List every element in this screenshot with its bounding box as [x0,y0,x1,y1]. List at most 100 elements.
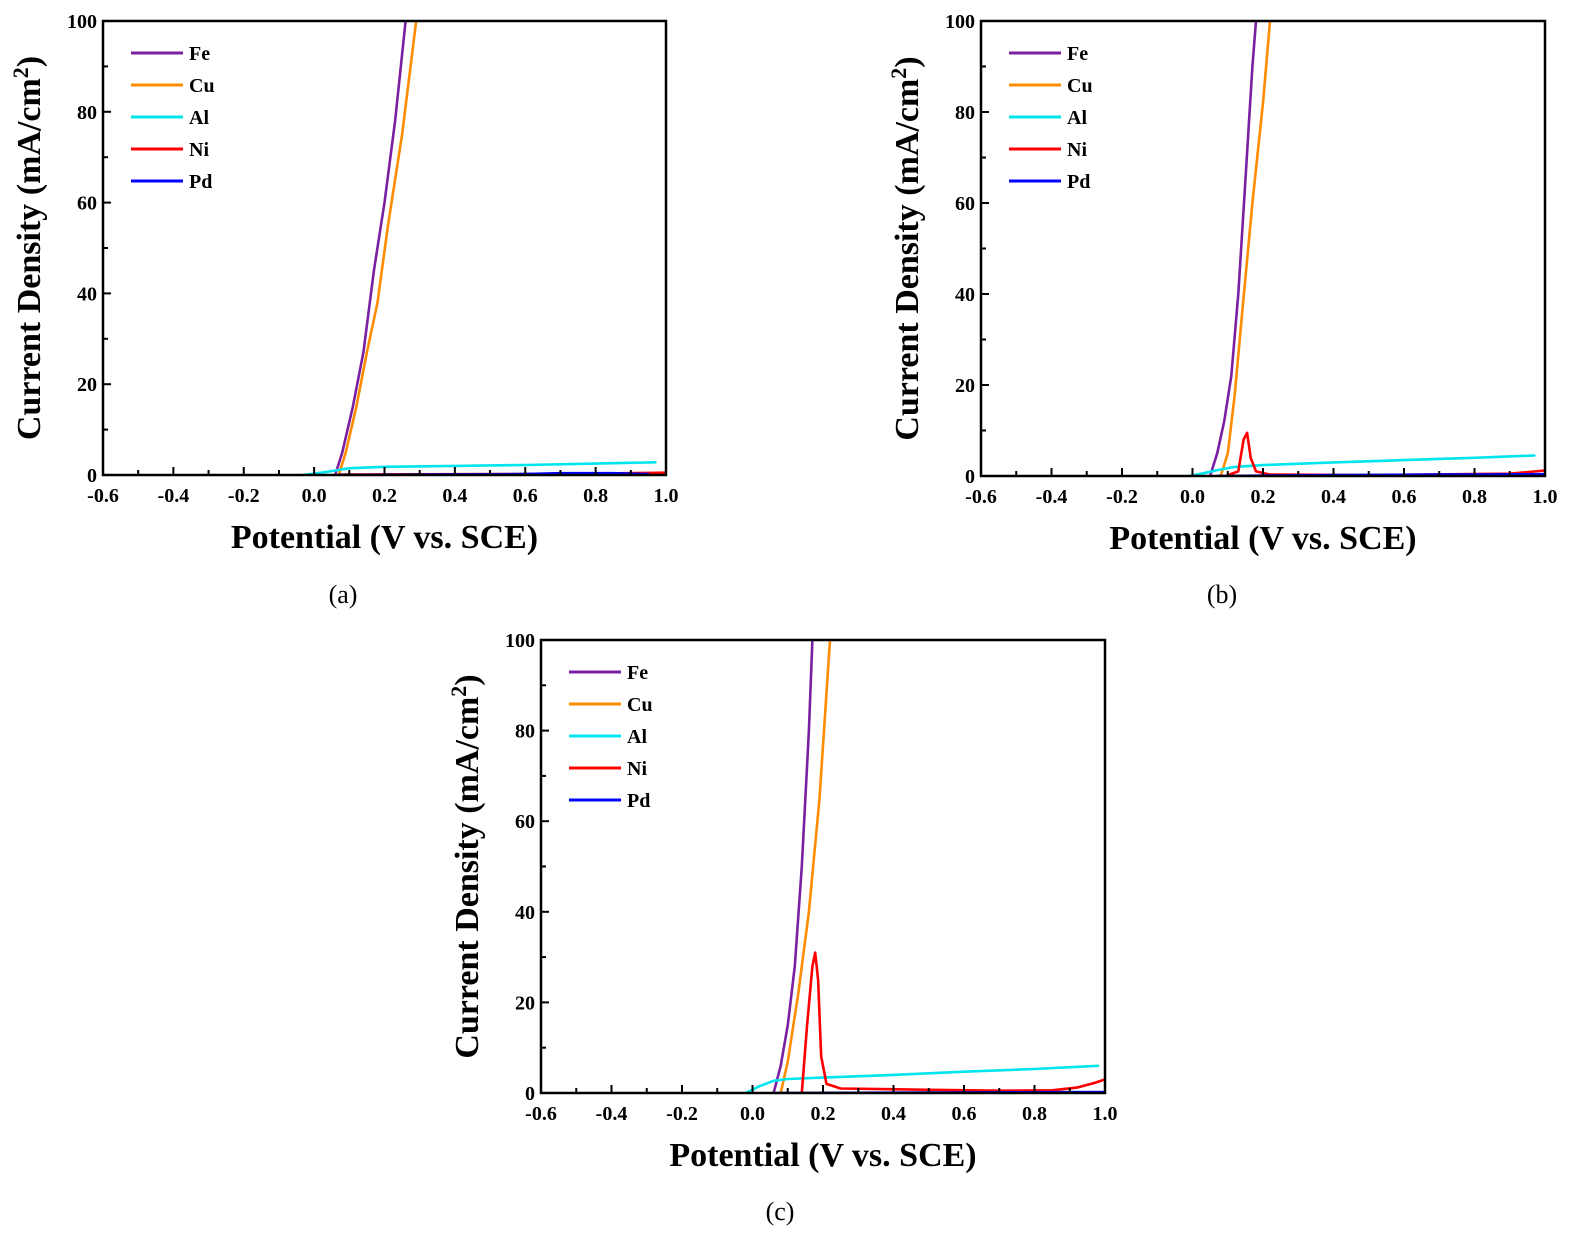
y-tick-label: 20 [515,992,535,1014]
legend-label-ni: Ni [627,758,647,780]
legend-label-ni: Ni [1067,139,1087,161]
series-line-ni [800,951,1105,1093]
x-tick-label: 0.4 [442,485,467,507]
chart-panel-a: -0.6 -0.4 -0.2 0.0 0.2 0.4 0.6 0.8 1.0 0 20 40 60 80 1… [8,11,679,609]
series-line-cu [337,21,418,475]
x-tick-label: -0.4 [158,485,190,507]
y-axis-title-sup: 2 [886,68,911,79]
legend-label-cu: Cu [627,694,653,716]
panel-caption: (a) [329,580,358,609]
x-tick-label: 0.4 [881,1103,906,1125]
x-tick-label: -0.6 [965,486,997,508]
y-axis-title-end: ) [889,56,926,67]
x-tick-label: 0.8 [1022,1103,1047,1125]
series-line-al [744,1064,1100,1093]
x-tick-label: 0.2 [1251,486,1276,508]
series-line-fe [1208,21,1258,476]
y-axis-title-sup: 2 [8,67,33,78]
x-tick-label: 1.0 [654,485,679,507]
x-axis-title: Potential (V vs. SCE) [669,1137,976,1174]
legend-label-cu: Cu [189,75,215,97]
x-tick-label: 0.2 [811,1103,836,1125]
y-tick-label: 40 [515,902,535,924]
y-axis-title-end: ) [11,56,48,67]
legend: Fe Cu Al Ni Pd [131,43,215,193]
series-group [302,21,666,475]
x-tick-label: 0.2 [372,485,397,507]
series-line-cu [1219,21,1272,476]
series-group [1187,21,1545,476]
legend-label-fe: Fe [189,43,210,65]
legend-label-cu: Cu [1067,75,1093,97]
y-axis-title-sup: 2 [446,686,471,697]
series-line-al [302,460,657,475]
legend: Fe Cu Al Ni Pd [569,662,653,812]
x-tick-label: 1.0 [1093,1103,1118,1125]
panel-caption: (b) [1207,580,1237,609]
y-axis-title: Current Density (mA/cm2) [886,56,926,440]
y-tick-label: 80 [77,102,97,124]
x-tick-label: -0.6 [525,1103,557,1125]
x-tick-label: 0.0 [740,1103,765,1125]
y-tick-label: 100 [505,630,535,652]
x-tick-label: 1.0 [1533,486,1558,508]
chart-panel-c: -0.6 -0.4 -0.2 0.0 0.2 0.4 0.6 0.8 1.0 0 20 40 60 80 1… [446,630,1118,1226]
legend-label-pd: Pd [627,790,650,812]
y-tick-label: 20 [77,374,97,396]
x-tick-label: 0.0 [302,485,327,507]
y-tick-label: 0 [87,465,97,487]
series-group [744,640,1105,1093]
y-tick-label: 100 [67,11,97,33]
x-tick-label: -0.4 [596,1103,628,1125]
legend-label-ni: Ni [189,139,209,161]
y-axis-title-end: ) [449,674,486,685]
x-tick-label: 0.0 [1180,486,1205,508]
plot-frame [539,638,1107,1095]
y-axis-title: Current Density (mA/cm2) [446,674,486,1058]
y-axis-title-main: Current Density (mA/cm [889,79,926,441]
legend-label-pd: Pd [189,171,212,193]
x-axis-title: Potential (V vs. SCE) [1109,520,1416,557]
legend: Fe Cu Al Ni Pd [1009,43,1093,193]
x-tick-label: -0.6 [87,485,119,507]
y-tick-label: 60 [955,193,975,215]
y-tick-label: 80 [515,721,535,743]
y-tick-label: 0 [525,1083,535,1105]
series-line-fe [772,640,814,1093]
x-tick-label: 0.4 [1321,486,1346,508]
legend-label-fe: Fe [627,662,648,684]
y-tick-label: 80 [955,102,975,124]
panel-caption: (c) [766,1197,795,1226]
y-axis-title: Current Density (mA/cm2) [8,56,48,440]
y-tick-label: 40 [77,283,97,305]
x-tick-label: -0.2 [666,1103,698,1125]
x-tick-label: -0.2 [228,485,260,507]
y-tick-label: 40 [955,284,975,306]
x-tick-label: 0.8 [583,485,608,507]
x-tick-label: -0.2 [1106,486,1138,508]
y-axis-title-main: Current Density (mA/cm [449,697,486,1059]
chart-panel-b: -0.6 -0.4 -0.2 0.0 0.2 0.4 0.6 0.8 1.0 0 20 40 60 80 1… [886,11,1558,609]
legend-label-pd: Pd [1067,171,1090,193]
series-line-ni [1226,431,1545,476]
y-tick-label: 100 [945,11,975,33]
series-line-fe [333,21,407,475]
y-axis-title-main: Current Density (mA/cm [11,78,48,440]
y-tick-label: 20 [955,375,975,397]
x-tick-label: 0.8 [1462,486,1487,508]
y-tick-label: 60 [77,193,97,215]
y-tick-label: 0 [965,466,975,488]
x-tick-label: 0.6 [513,485,538,507]
x-tick-label: 0.6 [1392,486,1417,508]
legend-label-al: Al [189,107,209,129]
legend-label-al: Al [1067,107,1087,129]
series-line-cu [779,640,832,1093]
x-axis-title: Potential (V vs. SCE) [231,519,538,556]
series-line-al [1187,454,1536,476]
y-tick-label: 60 [515,811,535,833]
x-tick-label: -0.4 [1036,486,1068,508]
legend-label-fe: Fe [1067,43,1088,65]
legend-label-al: Al [627,726,647,748]
x-tick-label: 0.6 [952,1103,977,1125]
